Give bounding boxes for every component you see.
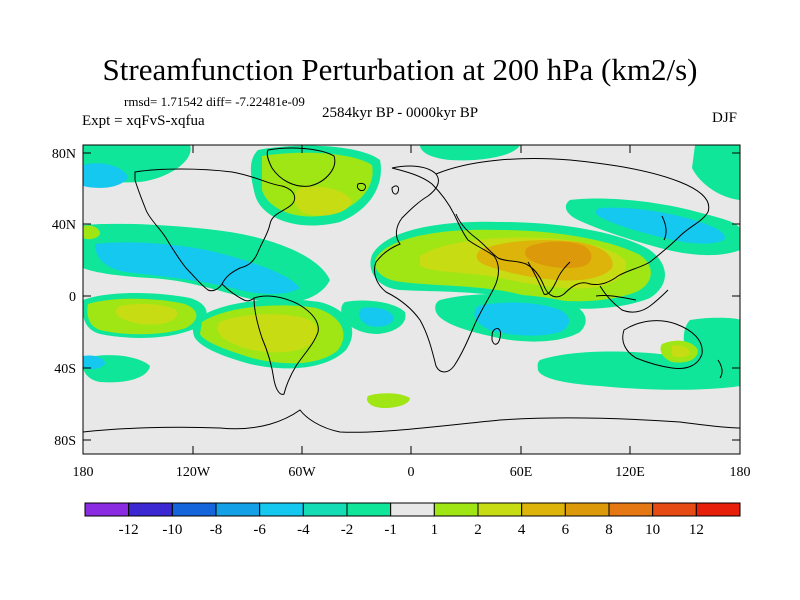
colorbar-label: 4 bbox=[518, 522, 526, 538]
lat-label: 80N bbox=[52, 147, 76, 162]
colorbar-swatch bbox=[128, 502, 173, 517]
coast-uk bbox=[391, 185, 399, 195]
colorbar-label: 2 bbox=[474, 522, 482, 538]
field-lime-south-atlantic bbox=[366, 393, 410, 408]
coast-india bbox=[527, 261, 571, 295]
colorbar-swatch bbox=[215, 502, 261, 517]
field-yellow-south-america bbox=[217, 314, 318, 353]
colorbar-swatch bbox=[652, 502, 697, 517]
season-label: DJF bbox=[712, 110, 738, 126]
colorbar-label: 10 bbox=[645, 522, 660, 538]
field-cyan-south-west bbox=[83, 355, 105, 370]
colorbar bbox=[84, 502, 741, 517]
lon-label: 120W bbox=[176, 465, 211, 480]
colorbar-swatch bbox=[259, 502, 304, 517]
colorbar-swatch bbox=[695, 502, 741, 517]
lat-label: 40N bbox=[52, 218, 76, 233]
coast-europe-africa bbox=[373, 165, 499, 373]
field-yellow-northatlantic bbox=[294, 186, 352, 216]
coast-indonesia bbox=[595, 295, 637, 301]
colorbar-swatch bbox=[346, 502, 392, 517]
colorbar-label: 1 bbox=[431, 522, 439, 538]
colorbar-swatch bbox=[302, 502, 348, 517]
coast-south-america bbox=[253, 295, 319, 395]
coast-madagascar bbox=[491, 327, 501, 345]
colorbar-label: -12 bbox=[119, 522, 139, 538]
lon-label: 60E bbox=[510, 465, 533, 480]
coast-japan bbox=[661, 215, 667, 241]
colorbar-swatch bbox=[390, 502, 435, 517]
colorbar-label: -10 bbox=[162, 522, 182, 538]
field-darkorange-asia bbox=[525, 241, 592, 269]
field-cyan-pacific-north bbox=[95, 242, 300, 294]
field-yellow-australia bbox=[672, 345, 690, 358]
colorbar-label: -4 bbox=[297, 522, 310, 538]
field-cyan-atlantic-eq bbox=[359, 307, 394, 327]
field-green-arctic-east bbox=[692, 145, 740, 200]
lat-ticks bbox=[83, 152, 740, 441]
stats-line: rmsd= 1.71542 diff= -7.22481e-09 bbox=[124, 94, 305, 109]
colorbar-label: 12 bbox=[689, 522, 704, 538]
lat-label: 40S bbox=[54, 362, 76, 377]
lon-label: 0 bbox=[408, 465, 415, 480]
page-title: Streamfunction Perturbation at 200 hPa (… bbox=[102, 52, 698, 87]
colorbar-label: -1 bbox=[384, 522, 397, 538]
coast-new-zealand bbox=[717, 359, 723, 379]
coast-north-america bbox=[134, 168, 296, 292]
period-label: 2584kyr BP - 0000kyr BP bbox=[322, 105, 479, 121]
coast-iceland bbox=[357, 183, 367, 191]
coastlines bbox=[83, 147, 740, 433]
colorbar-swatch bbox=[608, 502, 654, 517]
field-lime-pacific-west bbox=[83, 225, 100, 240]
lon-label: 180 bbox=[73, 465, 94, 480]
field-green-south-australia bbox=[683, 317, 740, 383]
coast-antarctica bbox=[83, 409, 740, 433]
lon-ticks bbox=[82, 145, 741, 454]
colorbar-swatch bbox=[433, 502, 479, 517]
coast-asia bbox=[435, 158, 710, 298]
experiment-label: Expt = xqFvS-xqfua bbox=[82, 113, 205, 129]
coast-greenland bbox=[266, 147, 336, 187]
field-cyan-arctic-west bbox=[83, 163, 128, 188]
colorbar-label: 8 bbox=[605, 522, 613, 538]
colorbar-label: -2 bbox=[341, 522, 354, 538]
colorbar-label: 6 bbox=[562, 522, 570, 538]
coast-australia bbox=[622, 320, 703, 369]
colorbar-swatch bbox=[84, 502, 130, 517]
field-layer bbox=[83, 145, 740, 408]
coast-central-america bbox=[221, 283, 255, 302]
field-green-arctic-center bbox=[420, 145, 520, 161]
field-cyan-indian bbox=[474, 302, 569, 336]
field-cyan-pacific-east bbox=[595, 207, 725, 244]
colorbar-label: -8 bbox=[210, 522, 223, 538]
coast-southeast-asia bbox=[599, 285, 669, 313]
colorbar-label: -6 bbox=[253, 522, 266, 538]
colorbar-labels: -12 -10 -8 -6 -4 -2 -1 1 2 4 6 8 10 12 bbox=[119, 522, 704, 538]
colorbar-swatch bbox=[521, 502, 566, 517]
lat-label: 0 bbox=[69, 290, 76, 305]
lon-label: 180 bbox=[730, 465, 751, 480]
lon-label: 120E bbox=[615, 465, 645, 480]
colorbar-swatch bbox=[564, 502, 610, 517]
colorbar-swatch bbox=[171, 502, 217, 517]
field-yellow-south-pacific bbox=[115, 303, 178, 325]
lat-label: 80S bbox=[54, 434, 76, 449]
lon-label: 60W bbox=[288, 465, 316, 480]
colorbar-swatch bbox=[477, 502, 523, 517]
